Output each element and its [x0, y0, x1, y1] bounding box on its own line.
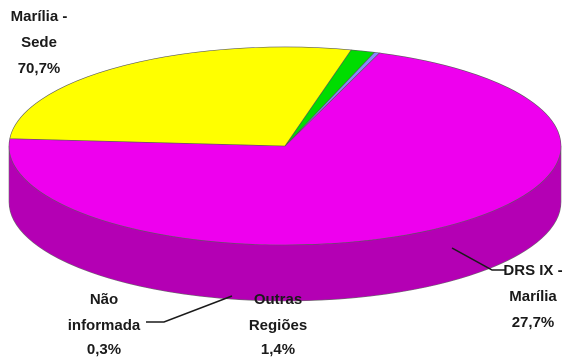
label-outras-line2: Regiões	[249, 317, 307, 334]
label-outras-line1: Outras	[254, 291, 302, 308]
leader-line-nao	[146, 295, 233, 323]
label-nao: Não informada 0,3%	[68, 291, 141, 358]
leader-lines	[146, 247, 506, 323]
label-drs-value: 27,7%	[512, 314, 555, 331]
label-outras-value: 1,4%	[261, 341, 295, 358]
label-sede-value: 70,7%	[18, 60, 61, 77]
label-drs-line2: Marília	[509, 288, 557, 305]
slice-nao-informada	[284, 52, 381, 147]
label-sede: Marília - Sede 70,7%	[11, 8, 68, 77]
label-nao-line2: informada	[68, 317, 141, 334]
slice-side-marilia-sede	[9, 146, 561, 301]
label-sede-line1: Marília -	[11, 8, 68, 25]
label-nao-value: 0,3%	[87, 341, 121, 358]
pie-rim-outline	[8, 146, 562, 302]
label-sede-line2: Sede	[21, 34, 57, 51]
slice-drs-ix-marilia	[9, 46, 352, 147]
label-outras: Outras Regiões 1,4%	[249, 291, 307, 358]
label-drs: DRS IX - Marília 27,7%	[503, 262, 562, 331]
label-drs-line1: DRS IX -	[503, 262, 562, 279]
pie-slices	[8, 46, 562, 302]
leader-line-drs	[451, 247, 506, 271]
slice-marilia-sede	[8, 52, 562, 246]
label-nao-line1: Não	[90, 291, 118, 308]
